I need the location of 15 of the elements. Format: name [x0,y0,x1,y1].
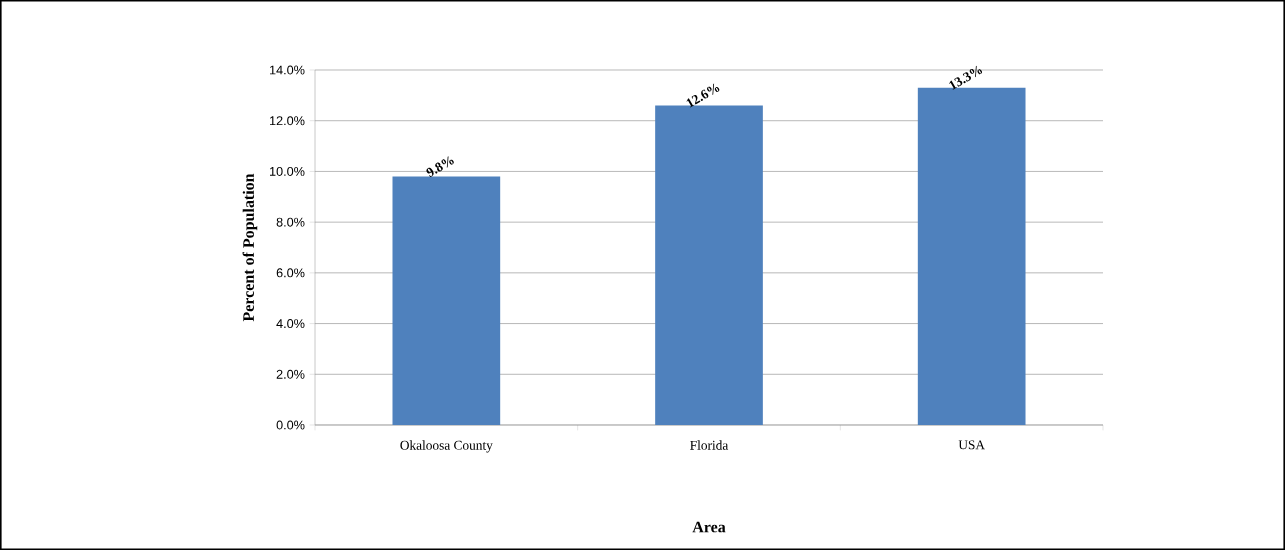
y-tick-label: 4.0% [276,319,305,329]
y-tick-label: 8.0% [276,217,305,227]
x-tick-label: USA [958,440,985,450]
y-tick-label: 2.0% [276,369,305,379]
x-axis-title: Area [692,521,726,533]
x-tick-label: Okaloosa County [400,440,493,453]
y-tick-label: 14.0% [270,65,305,75]
y-axis-title: Percent of Population [242,173,258,322]
y-tick-label: 6.0% [276,268,305,278]
bar [392,176,501,425]
data-label: 9.8% [426,156,454,177]
x-tick-label: Florida [690,440,729,450]
y-tick-label: 0.0% [276,420,305,430]
y-tick-label: 12.0% [270,116,305,126]
y-tick-label: 10.0% [270,166,305,176]
